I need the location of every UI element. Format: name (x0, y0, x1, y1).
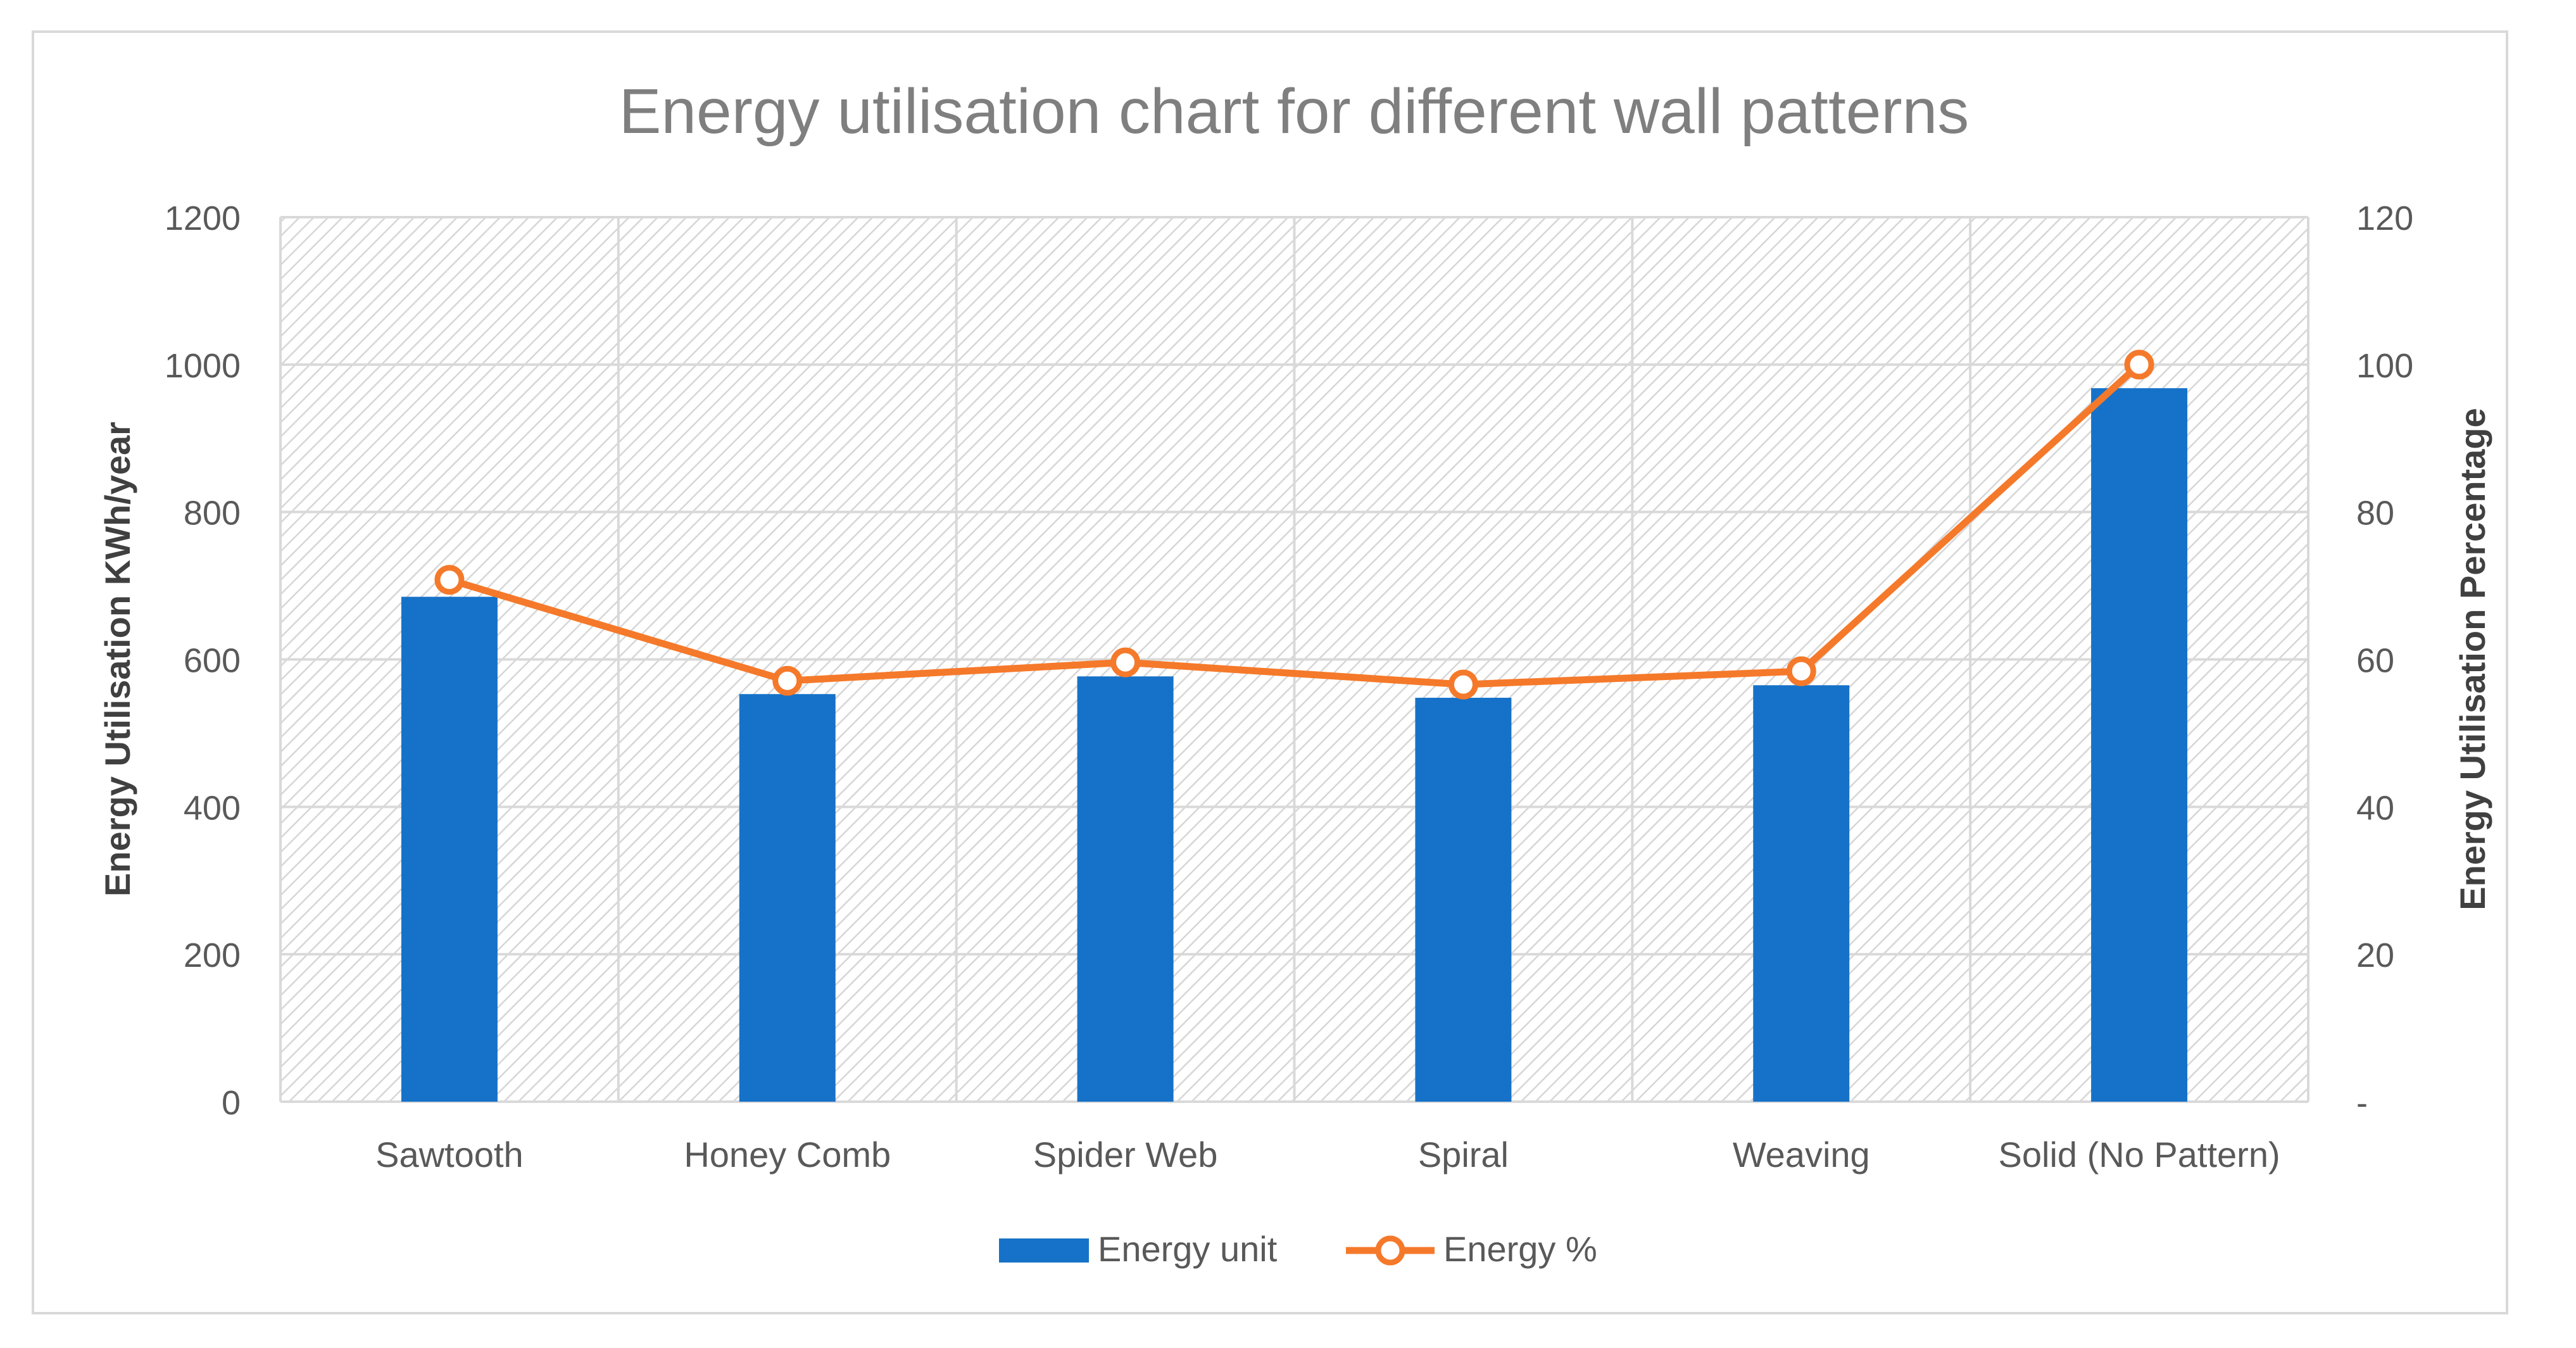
bar-sawtooth (401, 596, 498, 1102)
right-axis-ticks: - 20 40 60 80 100 120 (2356, 199, 2413, 1122)
energy-pct-point-2 (1110, 647, 1141, 677)
right-tick-label: 80 (2356, 494, 2394, 532)
left-tick-label: 400 (184, 789, 241, 827)
energy-pct-point-5 (2124, 350, 2154, 380)
x-tick-label: Spider Web (1033, 1135, 1218, 1175)
legend-label-energy-unit: Energy unit (1098, 1229, 1278, 1269)
x-tick-label: Spiral (1418, 1135, 1509, 1175)
line-series (434, 350, 2154, 700)
right-tick-label: 20 (2356, 936, 2394, 974)
energy-pct-point-0 (434, 565, 465, 595)
x-tick-label: Honey Comb (684, 1135, 891, 1175)
y2-axis-title: Energy Utilisation Percentage (2453, 408, 2492, 910)
energy-pct-point-3 (1448, 669, 1478, 700)
x-axis-ticks: Sawtooth Honey Comb Spider Web Spiral Weavin… (375, 1135, 2280, 1175)
left-tick-label: 800 (184, 494, 241, 532)
right-tick-label: 100 (2356, 347, 2413, 385)
legend-marker-energy-pct (1375, 1235, 1405, 1266)
y-axis-title: Energy Utilisation KWh/year (97, 422, 137, 897)
energy-pct-point-4 (1786, 656, 1816, 686)
bar-series (401, 388, 2188, 1102)
bar-solid-no-pattern (2091, 388, 2188, 1102)
bar-spiral (1415, 698, 1512, 1102)
legend-label-energy-pct: Energy % (1443, 1229, 1597, 1269)
right-tick-label: - (2356, 1084, 2368, 1122)
bar-weaving (1753, 685, 1850, 1102)
bar-honey-comb (739, 694, 836, 1102)
x-tick-label: Sawtooth (375, 1135, 524, 1175)
right-tick-label: 40 (2356, 789, 2394, 827)
left-tick-label: 0 (222, 1084, 241, 1122)
left-tick-label: 200 (184, 936, 241, 974)
right-tick-label: 60 (2356, 642, 2394, 680)
left-tick-label: 1000 (165, 347, 241, 385)
left-tick-label: 1200 (165, 199, 241, 237)
energy-pct-point-1 (772, 665, 803, 696)
x-tick-label: Weaving (1733, 1135, 1870, 1175)
chart-title: Energy utilisation chart for different w… (619, 76, 1970, 147)
energy-pct-line (448, 362, 2142, 688)
left-tick-label: 600 (184, 642, 241, 680)
x-tick-label: Solid (No Pattern) (1999, 1135, 2280, 1175)
legend: Energy unit Energy % (999, 1229, 1597, 1269)
gridlines (279, 216, 2309, 1103)
bar-spider-web (1077, 676, 1174, 1102)
legend-swatch-energy-unit (999, 1238, 1089, 1263)
right-tick-label: 120 (2356, 199, 2413, 237)
left-axis-ticks: 0 200 400 600 800 1000 1200 (165, 199, 241, 1122)
